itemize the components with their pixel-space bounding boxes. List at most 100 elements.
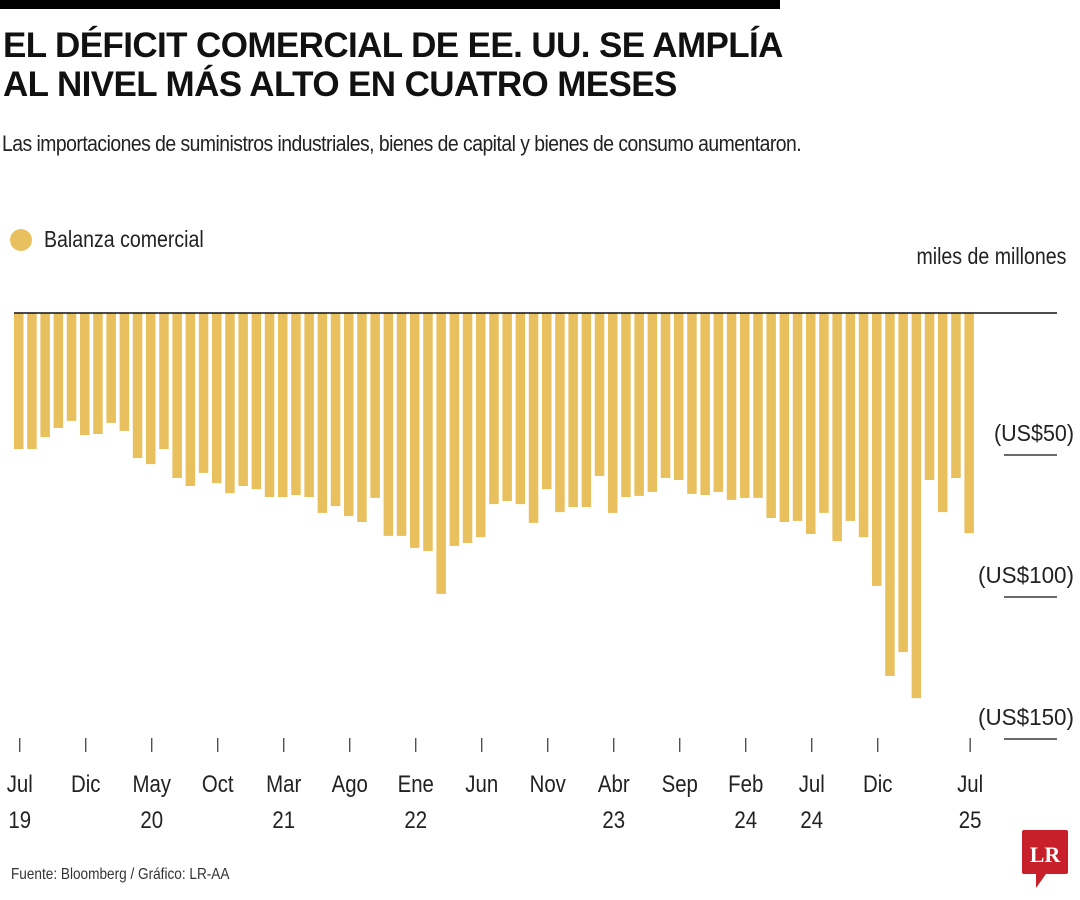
bar — [146, 313, 156, 465]
bar — [330, 313, 341, 507]
chart-title: EL DÉFICIT COMERCIAL DE EE. UU. SE AMPLÍ… — [3, 26, 823, 104]
title-line-2: AL NIVEL MÁS ALTO EN CUATRO MESES — [3, 65, 677, 104]
bar — [911, 313, 922, 699]
bar — [159, 313, 169, 449]
x-tick-month: Mar — [266, 770, 302, 797]
title-line-1: EL DÉFICIT COMERCIAL DE EE. UU. SE AMPLÍ… — [3, 26, 783, 65]
bar — [753, 313, 763, 498]
bar — [238, 313, 248, 486]
x-tick-month: Jun — [465, 770, 498, 797]
source-note: Fuente: Bloomberg / Gráfico: LR-AA — [11, 866, 230, 883]
bar — [845, 313, 856, 521]
bar — [436, 313, 446, 594]
legend-label: Balanza comercial — [44, 226, 204, 252]
bar — [674, 313, 684, 480]
bar — [410, 313, 420, 548]
bar — [344, 313, 354, 517]
x-tick-month: Dic — [863, 770, 892, 797]
x-tick-year: 22 — [404, 806, 427, 833]
bar — [832, 313, 842, 542]
bar — [225, 313, 235, 494]
bar — [700, 313, 710, 495]
bar — [515, 313, 526, 505]
x-tick-month: May — [132, 770, 171, 797]
x-tick-month: Dic — [71, 770, 100, 797]
bar — [964, 313, 974, 534]
bar — [542, 313, 552, 490]
bar — [858, 313, 869, 538]
y-tick-label: (US$50) — [994, 420, 1074, 446]
x-tick-month: Sep — [662, 770, 698, 797]
bar — [212, 313, 222, 484]
bar — [132, 313, 143, 459]
bar — [528, 313, 539, 523]
bar — [713, 313, 724, 492]
bar — [885, 313, 895, 676]
bar — [357, 313, 367, 522]
bar — [819, 313, 829, 513]
bar — [647, 313, 658, 492]
bar — [779, 313, 790, 522]
bar — [792, 313, 803, 521]
bar — [119, 313, 130, 431]
bar — [396, 313, 407, 536]
bar — [80, 313, 90, 436]
y-tick-label: (US$150) — [978, 704, 1074, 730]
x-tick-month: Oct — [202, 770, 234, 797]
bar — [726, 313, 737, 500]
x-tick-year: 20 — [140, 806, 163, 833]
bar — [938, 313, 948, 513]
x-tick-year: 23 — [602, 806, 625, 833]
chart-subtitle: Las importaciones de suministros industr… — [2, 131, 802, 156]
bar — [766, 313, 776, 518]
bars-group — [14, 313, 974, 699]
bar — [53, 313, 64, 428]
bar — [278, 313, 288, 497]
bar — [317, 313, 328, 513]
x-tick-year: 19 — [8, 806, 31, 833]
x-axis: Jul 19 Dic May 20 Oct Mar 21 Ago Ene 22 Jun Nov Abr 23… — [7, 738, 983, 833]
bar — [172, 313, 182, 478]
legend: Balanza comercial — [10, 226, 232, 253]
lr-logo: LR — [1022, 830, 1068, 888]
bar — [264, 313, 275, 497]
bar — [806, 313, 816, 534]
bar — [291, 313, 301, 495]
bar — [568, 313, 578, 507]
bar — [251, 313, 262, 490]
x-tick-year: 24 — [734, 806, 757, 833]
bar — [924, 313, 935, 480]
bar — [502, 313, 512, 501]
bar — [951, 313, 961, 478]
unit-label: miles de millones — [916, 243, 1066, 269]
x-tick-year: 21 — [272, 806, 295, 833]
bar — [27, 313, 37, 449]
x-tick-month: Jul — [799, 770, 825, 797]
bar — [898, 313, 908, 653]
bar — [198, 313, 209, 473]
bar — [93, 313, 103, 434]
bar — [555, 313, 565, 513]
bar — [594, 313, 605, 476]
logo-bubble — [1022, 830, 1068, 888]
x-tick-year: 24 — [800, 806, 823, 833]
x-tick-month: Feb — [728, 770, 763, 797]
bar — [14, 313, 24, 449]
x-tick-month: Nov — [530, 770, 567, 797]
bar — [608, 313, 618, 513]
bar — [40, 313, 50, 438]
bar — [449, 313, 460, 546]
bar — [489, 313, 499, 505]
bar — [687, 313, 697, 494]
x-tick-month: Ene — [398, 770, 434, 797]
x-tick-year: 25 — [959, 806, 982, 833]
top-rule — [0, 0, 780, 9]
bar — [476, 313, 486, 538]
bar — [740, 313, 750, 498]
x-tick-month: Ago — [332, 770, 368, 797]
bar — [66, 313, 77, 421]
bar — [581, 313, 592, 507]
bar — [304, 313, 314, 497]
x-tick-month: Abr — [598, 770, 630, 797]
